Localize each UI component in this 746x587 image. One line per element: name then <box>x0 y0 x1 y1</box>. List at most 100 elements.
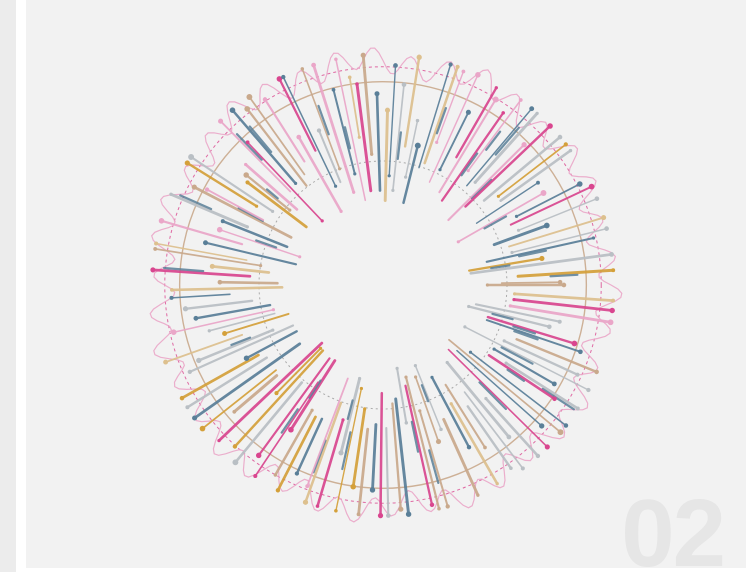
spoke-base-31 <box>395 366 399 370</box>
spoke-base-38 <box>363 407 367 411</box>
spoke-base-125 <box>496 194 500 198</box>
spoke-tip-29 <box>437 506 441 511</box>
spoke-segment-7 <box>513 330 539 341</box>
spoke-tip-75 <box>203 240 208 246</box>
spoke-tip-87 <box>218 118 224 124</box>
spoke-tip-91 <box>246 94 253 100</box>
spoke-tip-39 <box>334 509 338 513</box>
spoke-tip-16 <box>539 423 545 429</box>
spoke-122 <box>447 143 526 222</box>
spoke-67 <box>184 299 254 310</box>
spoke-113 <box>435 70 465 144</box>
spoke-tip-20 <box>520 466 525 471</box>
spoke-tip-71 <box>150 267 156 273</box>
spoke-54 <box>232 374 279 414</box>
spoke-tip-100 <box>334 57 338 61</box>
spoke-tip-113 <box>461 69 466 74</box>
spoke-tip-80 <box>191 184 197 190</box>
spoke-89 <box>231 108 297 185</box>
spoke-base-28 <box>418 409 422 413</box>
spoke-segment-42 <box>312 439 327 474</box>
spoke-base-98 <box>352 190 356 194</box>
spoke-104 <box>375 92 382 192</box>
spoke-tip-111 <box>448 62 453 67</box>
spoke-tip-116 <box>494 86 498 90</box>
spoke-62 <box>164 333 244 364</box>
spoke-3 <box>508 304 613 324</box>
spoke-tip-27 <box>435 439 442 445</box>
spoke-88 <box>246 141 323 222</box>
spoke-103 <box>361 53 374 156</box>
spoke-100 <box>335 58 367 202</box>
spoke-10 <box>464 326 590 391</box>
spoke-tip-4 <box>557 319 562 324</box>
spoke-segment-99 <box>343 126 352 150</box>
spoke-segment-80 <box>237 206 264 222</box>
spoke-base-99 <box>353 172 357 176</box>
spoke-24 <box>430 376 471 449</box>
spoke-tip-104 <box>374 91 380 97</box>
spoke-tip-65 <box>170 329 177 335</box>
spoke-81 <box>206 188 265 221</box>
spoke-tip-24 <box>466 445 472 450</box>
spoke-segment-17 <box>478 381 507 411</box>
spoke-tip-84 <box>245 180 250 185</box>
spoke-tip-64 <box>207 329 211 333</box>
spoke-tip-63 <box>222 331 228 336</box>
spoke-segment-79 <box>179 194 213 211</box>
spoke-tip-90 <box>244 106 251 112</box>
spoke-86 <box>244 163 299 211</box>
spoke-132 <box>492 224 549 247</box>
spoke-tip-43 <box>305 484 310 489</box>
spoke-tip-69 <box>170 288 174 292</box>
spoke-tip-125 <box>563 142 568 147</box>
spoke-tip-138 <box>611 268 616 273</box>
spoke-tip-109 <box>415 118 420 123</box>
spoke-32 <box>394 397 411 516</box>
spoke-127 <box>475 181 539 224</box>
spoke-tip-54 <box>232 409 237 414</box>
spoke-tip-52 <box>274 391 279 396</box>
spoke-36 <box>371 423 378 492</box>
spoke-56 <box>193 342 302 420</box>
spoke-tip-82 <box>184 160 190 166</box>
spoke-93 <box>297 135 343 213</box>
spoke-tip-13 <box>552 396 557 402</box>
spoke-55 <box>201 369 277 430</box>
spoke-121 <box>473 111 539 184</box>
spoke-base-121 <box>473 180 477 184</box>
spoke-47 <box>289 359 337 432</box>
spoke-25 <box>442 417 480 497</box>
spoke-30 <box>404 384 434 506</box>
spoke-66 <box>194 303 272 320</box>
spoke-112 <box>423 65 459 165</box>
spoke-109 <box>404 119 419 178</box>
spoke-tip-14 <box>563 423 569 428</box>
spoke-base-41 <box>341 418 345 422</box>
spoke-tip-124 <box>557 134 563 140</box>
spoke-tip-135 <box>591 236 596 240</box>
spoke-tip-78 <box>220 219 225 224</box>
spoke-tip-18 <box>535 453 541 459</box>
spoke-segment-5 <box>491 312 514 321</box>
spoke-16 <box>456 349 543 427</box>
spoke-tip-96 <box>316 128 322 133</box>
spoke-41 <box>316 418 345 508</box>
spoke-tip-57 <box>185 405 190 410</box>
spoke-120 <box>466 107 533 187</box>
spoke-tip-36 <box>369 487 376 493</box>
spoke-tip-131 <box>594 196 600 202</box>
spoke-61 <box>197 328 275 362</box>
spoke-segment-13 <box>506 368 525 382</box>
spoke-segment-71 <box>163 266 205 273</box>
spoke-base-85 <box>288 208 292 212</box>
spoke-43 <box>306 377 349 488</box>
spoke-44 <box>295 417 324 475</box>
spoke-base-103 <box>370 152 374 156</box>
spoke-tip-99 <box>331 87 336 92</box>
spoke-tip-68 <box>169 295 174 300</box>
spoke-tip-48 <box>253 473 258 479</box>
spoke-64 <box>208 312 276 332</box>
spoke-79 <box>169 192 249 229</box>
spoke-124 <box>482 135 562 202</box>
